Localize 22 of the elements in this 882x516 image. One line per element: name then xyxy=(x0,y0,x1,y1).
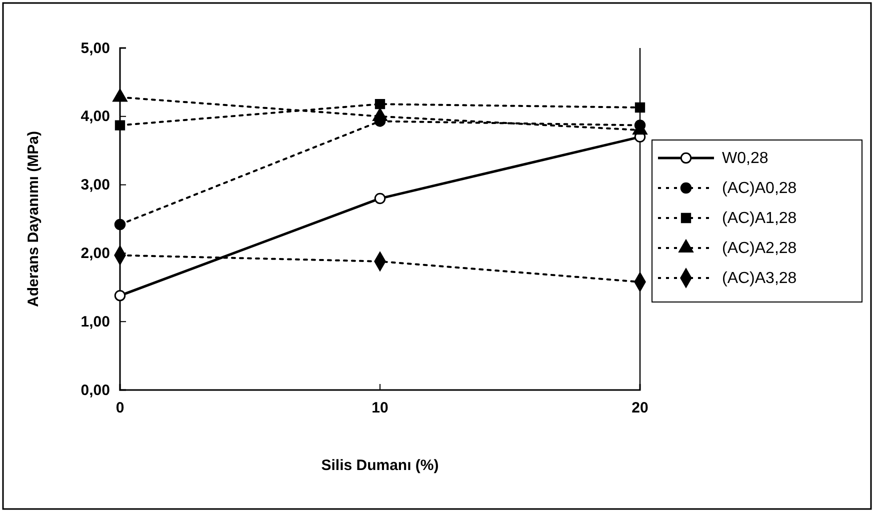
y-tick-label: 2,00 xyxy=(80,245,110,262)
x-tick-label: 0 xyxy=(116,400,124,417)
y-tick-label: 0,00 xyxy=(80,382,110,399)
point xyxy=(374,99,386,110)
x-tick-label: 20 xyxy=(632,400,648,417)
y-tick-label: 5,00 xyxy=(80,40,110,57)
legend-label: W0,28 xyxy=(722,150,768,167)
y-tick-label: 1,00 xyxy=(80,313,110,330)
x-tick-label: 10 xyxy=(372,400,388,417)
point xyxy=(114,290,126,302)
point xyxy=(634,102,646,113)
legend-label: (AC)A1,28 xyxy=(722,210,797,227)
y-axis-title: Aderans Dayanımı (MPa) xyxy=(25,131,42,307)
legend-label: (AC)A2,28 xyxy=(722,240,797,257)
y-tick-label: 4,00 xyxy=(80,108,110,126)
y-tick-label: 3,00 xyxy=(80,176,110,194)
x-axis-title: Silis Dumanı (%) xyxy=(321,457,439,474)
point xyxy=(114,218,126,230)
legend-label: (AC)A3,28 xyxy=(722,270,797,287)
point xyxy=(374,192,386,204)
legend-label: (AC)A0,28 xyxy=(722,180,797,197)
point xyxy=(114,120,126,130)
